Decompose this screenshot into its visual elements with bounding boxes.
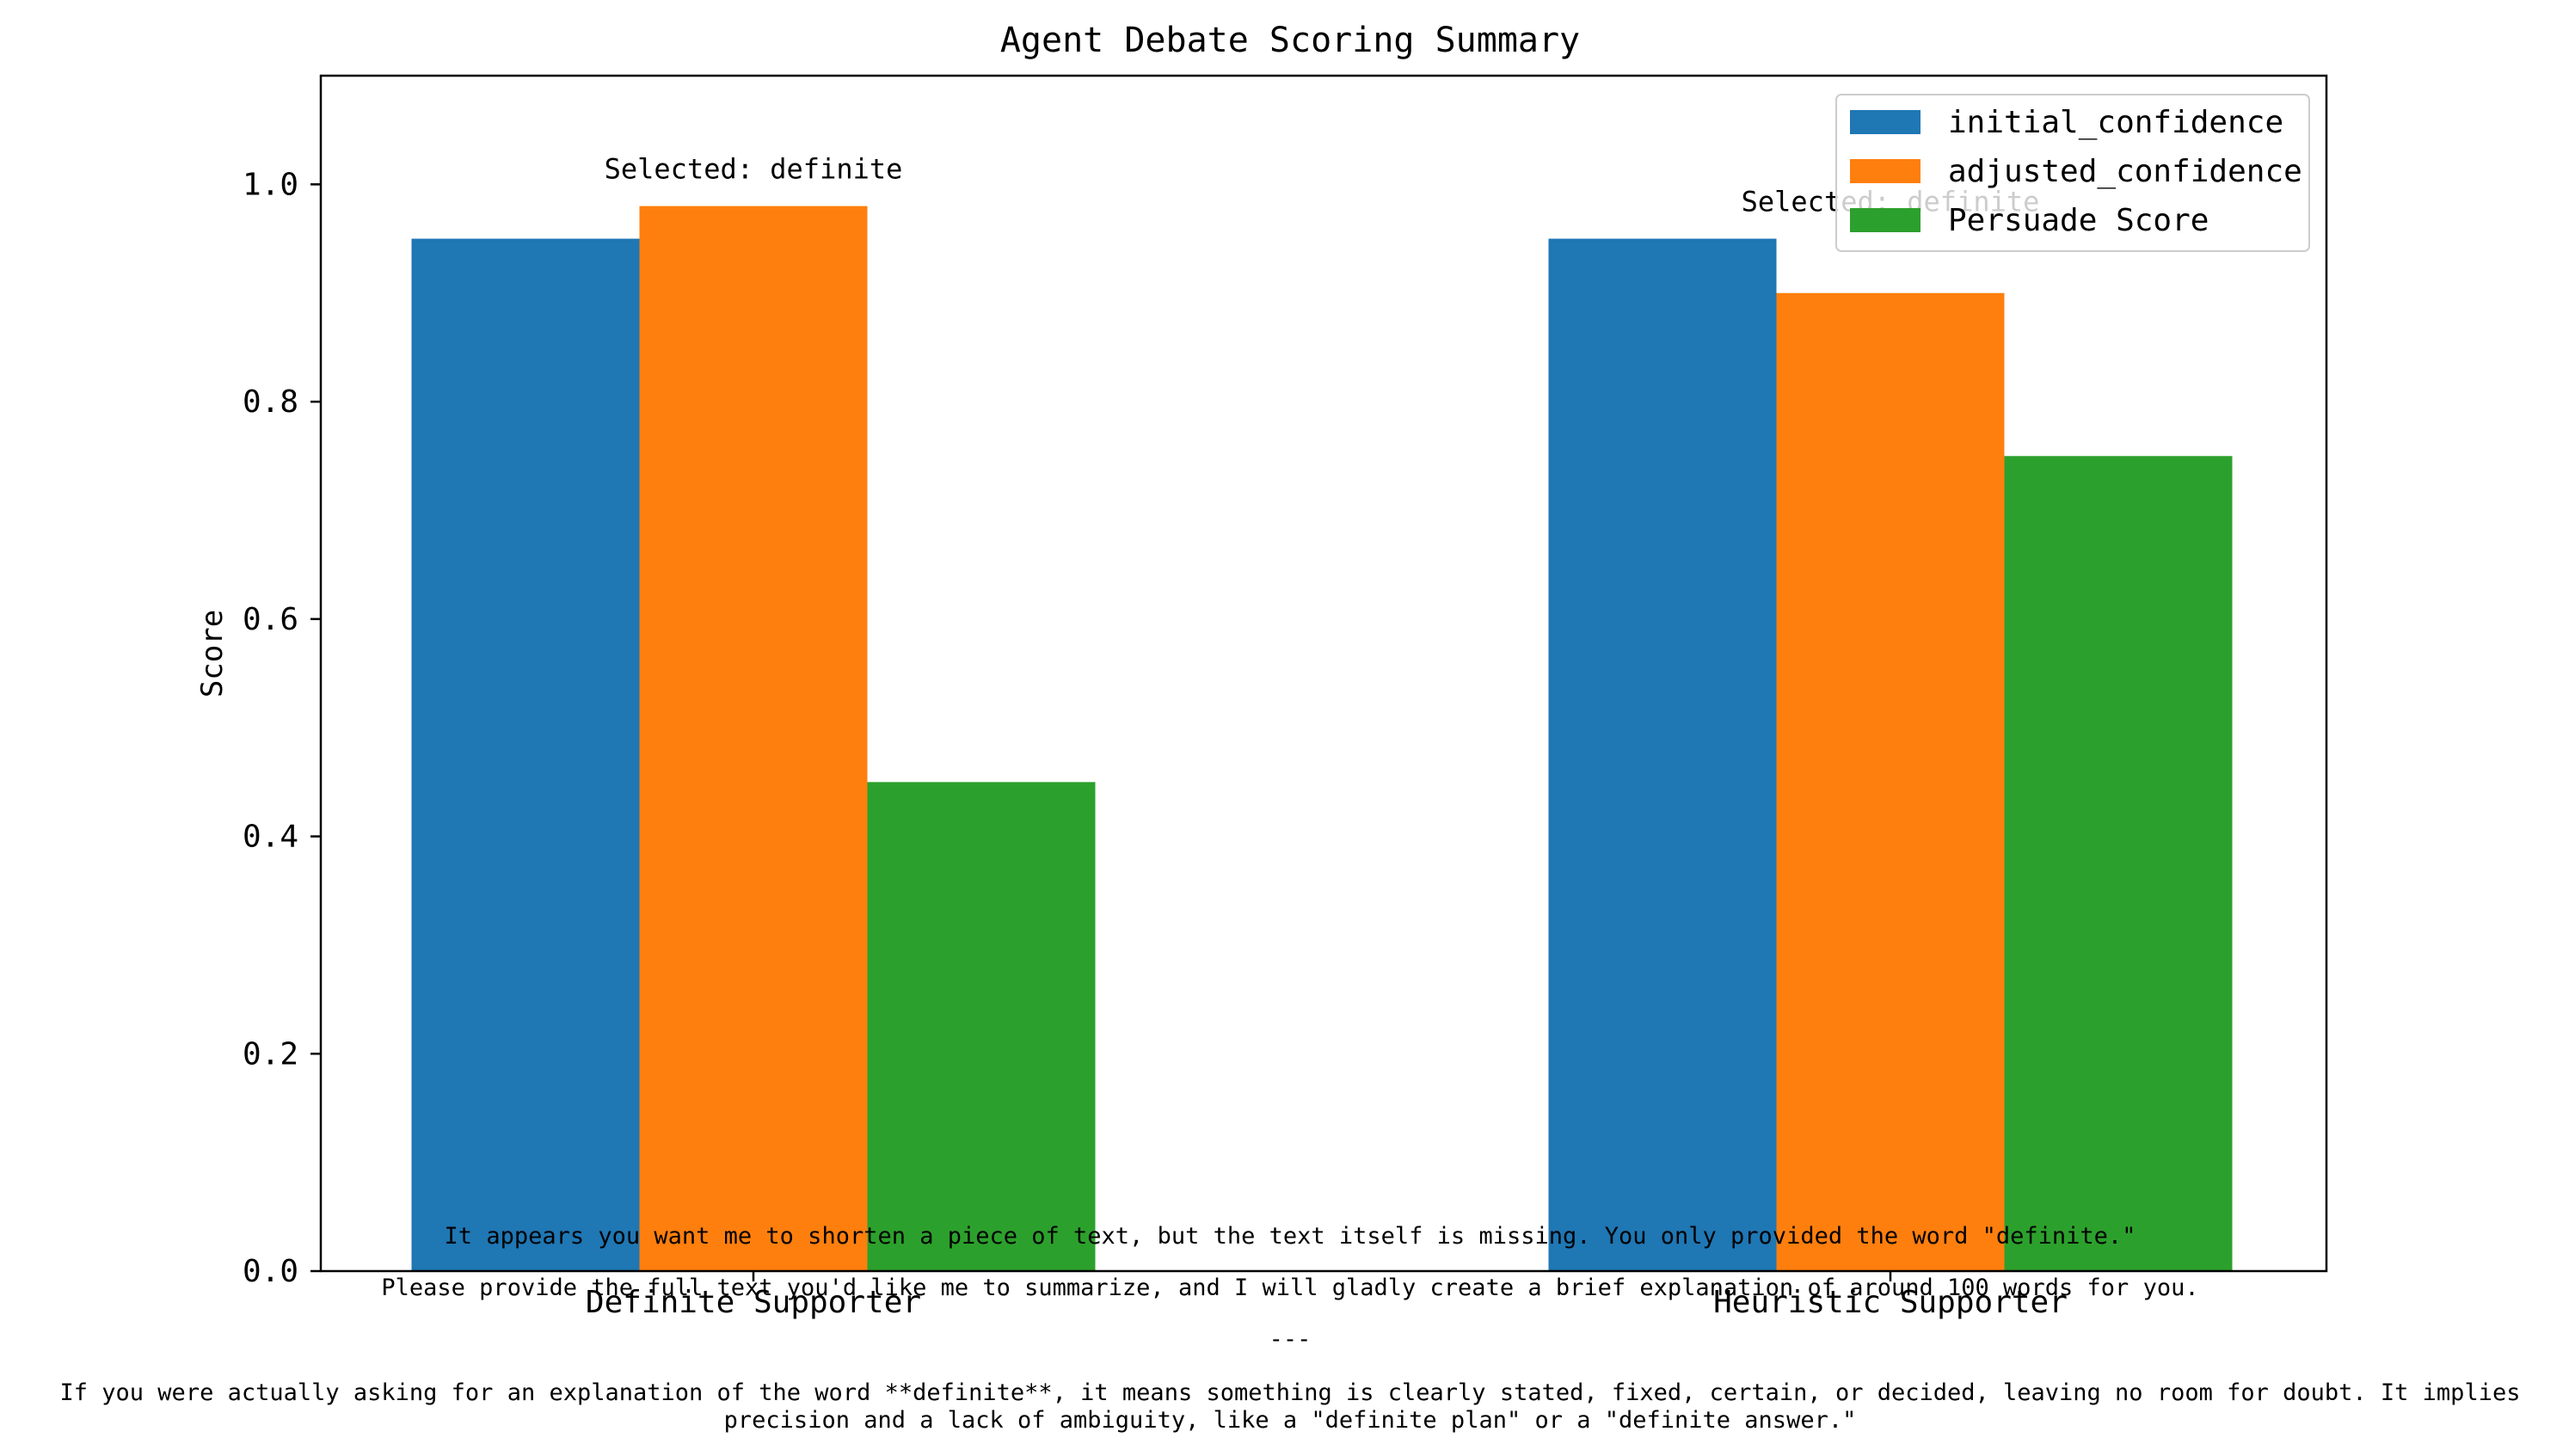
x-axis-ticks: Definite Supporter Heuristic Supporter: [586, 1271, 2068, 1320]
bar-adjusted-confidence-1: [1776, 292, 2005, 1271]
footnote: It appears you want me to shorten a piec…: [60, 1223, 2521, 1434]
y-tick-label: 0.8: [243, 384, 298, 420]
bar-adjusted-confidence-0: [639, 206, 868, 1272]
plot-frame: [319, 74, 2328, 1273]
bar-initial-confidence-0: [411, 238, 640, 1272]
chart-title: Agent Debate Scoring Summary: [1000, 21, 1580, 60]
bar-initial-confidence-1: [1548, 238, 1777, 1272]
legend-label: initial_confidence: [1948, 105, 2283, 140]
legend: initial_confidence adjusted_confidence Per…: [1835, 94, 2310, 252]
legend-swatch: [1850, 159, 1920, 183]
bar-annotation: Selected: definite: [605, 153, 903, 186]
footnote-line: It appears you want me to shorten a piec…: [445, 1223, 2136, 1250]
legend-label: Persuade Score: [1948, 203, 2209, 238]
footnote-line: ---: [1269, 1326, 1312, 1353]
y-axis-ticks: 0.0 0.2 0.4 0.6 0.8 1.0: [243, 167, 321, 1289]
footnote-line: precision and a lack of ambiguity, like …: [724, 1407, 1857, 1434]
y-tick-label: 0.0: [243, 1254, 298, 1289]
legend-box: [1835, 94, 2310, 252]
bar-persuade-score-0: [867, 782, 1096, 1271]
x-tick-label: Heuristic Supporter: [1713, 1285, 2068, 1320]
legend-label: adjusted_confidence: [1948, 154, 2302, 189]
footnote-line: Please provide the full text you'd like …: [381, 1275, 2198, 1301]
y-tick-label: 0.6: [243, 602, 298, 637]
y-axis-label: Score: [195, 610, 230, 697]
x-tick-label: Definite Supporter: [586, 1285, 921, 1320]
y-tick-label: 0.4: [243, 820, 298, 855]
y-tick-label: 1.0: [243, 167, 298, 202]
bars-group: [411, 206, 2233, 1272]
bar-persuade-score-1: [2004, 456, 2233, 1271]
y-tick-label: 0.2: [243, 1036, 298, 1072]
footnote-line: If you were actually asking for an expla…: [60, 1379, 2521, 1406]
legend-swatch: [1850, 208, 1920, 232]
legend-swatch: [1850, 110, 1920, 134]
